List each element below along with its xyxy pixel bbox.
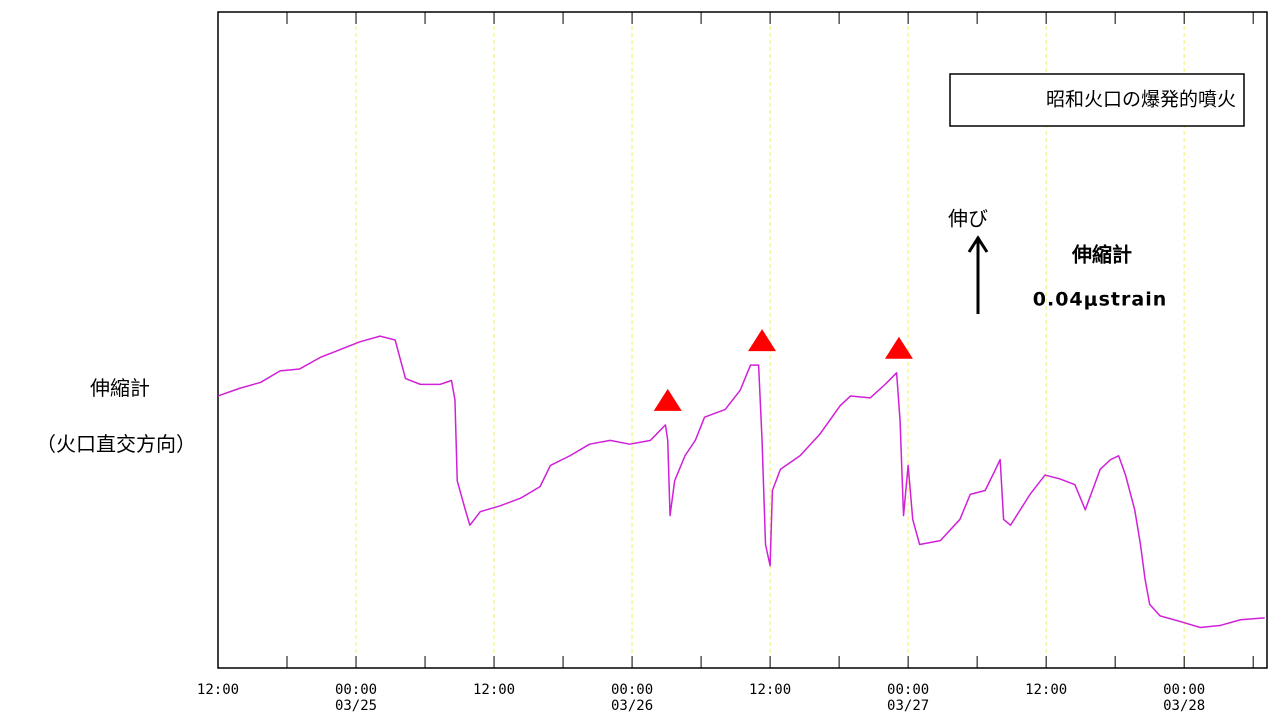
eruption-marker — [884, 336, 913, 359]
x-tick-label: 00:00 03/26 — [611, 682, 654, 714]
x-tick-label: 12:00 — [196, 682, 240, 698]
legend-box — [949, 73, 1245, 127]
x-tick-label: 00:00 03/25 — [334, 682, 378, 714]
strain-line — [217, 335, 1265, 629]
plot-frame — [217, 11, 1268, 669]
x-tick-label: 00:00 03/27 — [887, 682, 930, 714]
scale-direction: 伸び — [948, 207, 988, 231]
scale-value-label: 0.04μstrain — [1033, 289, 1167, 311]
x-tick-label: 00:00 03/28 — [1163, 682, 1206, 714]
legend-text: 昭和火口の爆発的噴火 — [1046, 89, 1236, 111]
scale-title: 伸縮計 — [1071, 243, 1132, 267]
y-label-line: （火口直交方向） — [36, 432, 196, 456]
scale-arrow-head — [967, 235, 989, 253]
eruption-marker — [748, 329, 777, 352]
y-label-line: 伸縮計 — [90, 376, 150, 400]
eruption-marker — [653, 388, 682, 411]
x-tick-label: 12:00 — [472, 682, 516, 698]
x-tick-label: 12:00 — [749, 682, 792, 698]
x-tick-label: 12:00 — [1025, 682, 1068, 698]
